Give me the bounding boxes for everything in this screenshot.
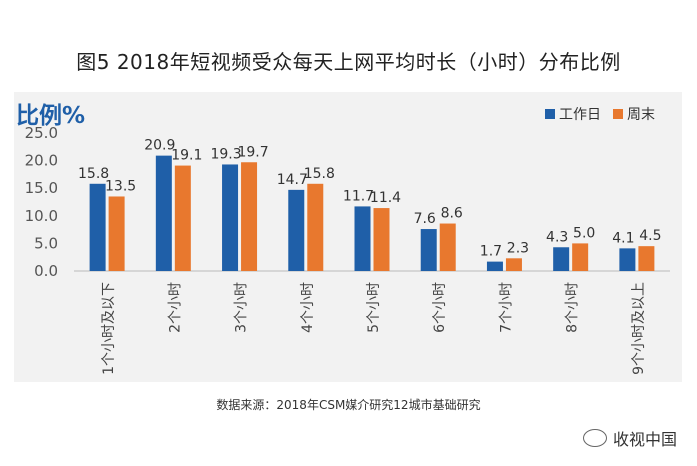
brand-name: 收视中国	[612, 430, 677, 449]
data-label: 2.3	[507, 240, 529, 256]
y-tick-label: 5.0	[34, 234, 58, 252]
bar-weekend	[373, 208, 390, 271]
y-tick-label: 25.0	[25, 124, 58, 142]
data-label: 13.5	[105, 178, 136, 194]
x-tick-label: 5个小时	[366, 282, 382, 333]
wechat-logo-icon	[582, 429, 607, 447]
data-label: 20.9	[144, 138, 175, 154]
data-label: 4.1	[612, 230, 634, 246]
bar-weekend	[108, 196, 125, 271]
chart-panel	[14, 92, 682, 382]
x-tick-label: 6个小时	[432, 282, 448, 333]
data-label: 7.6	[414, 211, 436, 227]
legend-label-weekend: 周末	[627, 107, 655, 123]
data-source-note: 数据来源：2018年CSM媒介研究12城市基础研究	[216, 398, 481, 412]
legend-swatch-weekday	[545, 109, 555, 119]
bar-weekend	[572, 243, 589, 271]
bar-weekend	[307, 183, 324, 271]
x-tick-label: 8个小时	[565, 282, 581, 333]
y-axis-label: 比例%	[16, 103, 86, 129]
data-label: 11.7	[343, 188, 374, 204]
x-tick-label: 2个小时	[167, 282, 183, 333]
bar-weekday	[222, 164, 239, 271]
y-tick-label: 15.0	[25, 179, 58, 197]
bar-weekend	[241, 162, 258, 271]
brand-watermark: 收视中国	[582, 426, 677, 450]
data-label: 19.3	[210, 146, 241, 162]
x-tick-label: 1个小时及以下	[101, 282, 117, 375]
legend-swatch-weekend	[613, 109, 623, 119]
x-tick-label: 4个小时	[300, 282, 316, 333]
data-label: 8.6	[441, 206, 463, 222]
bar-weekend	[174, 165, 191, 271]
legend: 工作日 周末	[545, 104, 661, 124]
data-label: 5.0	[573, 225, 595, 241]
data-label: 1.7	[480, 244, 502, 260]
bar-weekday	[619, 248, 636, 271]
bar-weekday	[354, 206, 371, 271]
chart-title: 图5 2018年短视频受众每天上网平均时长（小时）分布比例	[76, 50, 621, 74]
data-label: 15.8	[78, 166, 109, 182]
bar-weekday	[288, 189, 305, 271]
legend-label-weekday: 工作日	[559, 107, 601, 123]
x-tick-label: 3个小时	[234, 282, 250, 333]
x-tick-label: 9个小时及以上	[631, 282, 647, 375]
y-tick-label: 0.0	[34, 262, 58, 280]
data-label: 19.7	[237, 144, 268, 160]
data-label: 15.8	[304, 166, 335, 182]
bar-weekend	[505, 258, 522, 271]
bar-weekday	[553, 247, 570, 271]
bar-weekday	[155, 155, 172, 271]
y-tick-label: 10.0	[25, 207, 58, 225]
bar-weekend	[638, 246, 655, 271]
y-tick-label: 20.0	[25, 152, 58, 170]
x-tick-label: 7个小时	[498, 282, 514, 333]
data-label: 11.4	[370, 190, 401, 206]
bar-weekend	[439, 223, 456, 271]
bar-weekday	[486, 261, 503, 271]
bar-weekday	[89, 183, 106, 271]
data-label: 4.5	[639, 228, 661, 244]
bar-weekday	[420, 229, 437, 271]
data-label: 14.7	[277, 172, 308, 188]
legend-item-weekday: 工作日	[545, 104, 601, 124]
legend-item-weekend: 周末	[613, 104, 655, 124]
data-label: 19.1	[171, 148, 202, 164]
data-label: 4.3	[546, 229, 568, 245]
